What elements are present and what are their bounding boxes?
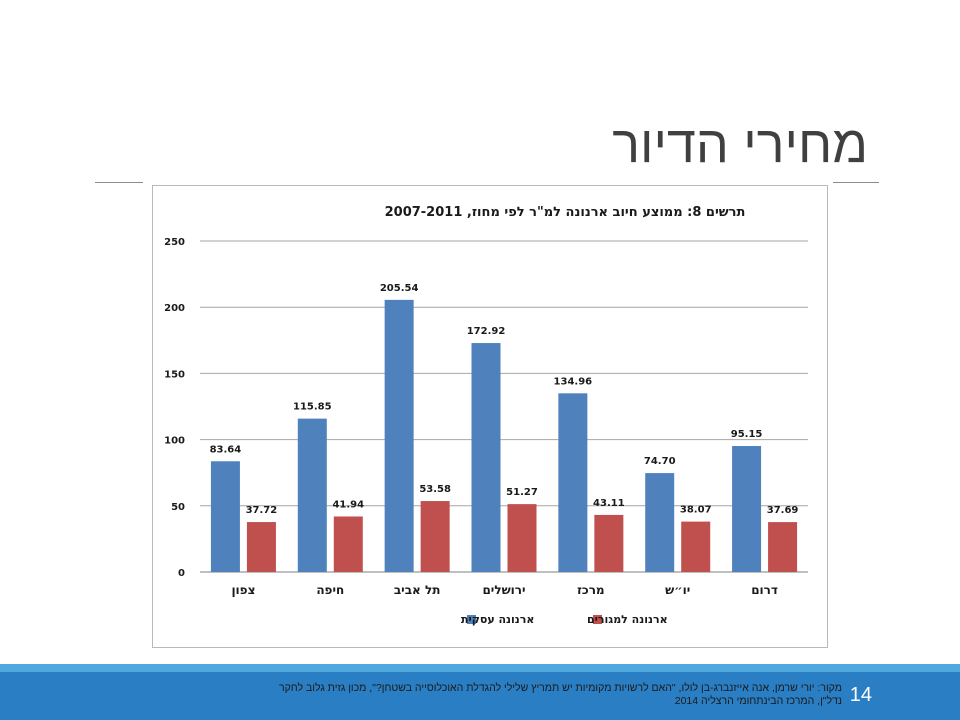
bar-residential <box>246 522 276 572</box>
source-line-1: מקור: יורי שרמן, אנה אייזנברג-בן לולו, "… <box>278 682 842 694</box>
bar-residential <box>420 501 450 572</box>
bar-business <box>471 343 501 572</box>
data-label: 41.94 <box>332 499 364 510</box>
bar-business <box>558 393 588 572</box>
title-divider-left <box>95 182 143 183</box>
source-line-2: נדל"ן, המרכז הבינתחומי הרצליה 2014 <box>674 695 842 707</box>
bar-residential <box>768 522 798 572</box>
x-tick-label: תל אביב <box>394 583 441 597</box>
data-label: 37.72 <box>246 505 278 516</box>
data-label: 95.15 <box>731 429 763 440</box>
footer-bar: מקור: יורי שרמן, אנה אייזנברג-בן לולו, "… <box>0 672 960 720</box>
chart-title: תרשים 8: ממוצע חיוב ארנונה למ"ר לפי מחוז… <box>385 205 746 220</box>
bar-business <box>384 299 414 572</box>
x-tick-label: דרום <box>751 583 778 597</box>
legend-swatch <box>593 615 602 624</box>
y-tick-label: 200 <box>164 303 185 314</box>
y-tick-label: 50 <box>171 502 185 513</box>
x-tick-label: יו״ש <box>665 583 690 597</box>
legend-label: ארנונה עסקית <box>461 613 534 626</box>
data-label: 205.54 <box>380 283 419 294</box>
footer-accent-strip <box>0 664 960 672</box>
data-label: 37.69 <box>767 505 799 516</box>
y-tick-label: 150 <box>164 369 185 380</box>
source-citation: מקור: יורי שרמן, אנה אייזנברג-בן לולו, "… <box>142 682 842 708</box>
data-label: 134.96 <box>554 376 593 387</box>
bar-business <box>210 461 240 572</box>
data-label: 172.92 <box>467 326 506 337</box>
bar-residential <box>333 516 363 572</box>
data-label: 83.64 <box>210 444 242 455</box>
bar-residential <box>594 514 624 572</box>
data-label: 43.11 <box>593 498 625 509</box>
x-tick-label: ירושלים <box>482 583 525 597</box>
slide-title: מחירי הדיור <box>612 116 868 174</box>
x-tick-label: חיפה <box>316 583 344 597</box>
page-number: 14 <box>849 684 872 706</box>
data-label: 115.85 <box>293 402 332 413</box>
x-tick-label: צפון <box>231 583 255 597</box>
chart-frame: תרשים 8: ממוצע חיוב ארנונה למ"ר לפי מחוז… <box>152 185 828 648</box>
data-label: 74.70 <box>644 456 676 467</box>
data-label: 51.27 <box>506 487 538 498</box>
x-tick-label: מרכז <box>577 583 605 597</box>
title-divider-right <box>833 182 879 183</box>
data-label: 53.58 <box>419 484 451 495</box>
bar-business <box>732 446 762 572</box>
y-tick-label: 250 <box>164 237 185 248</box>
legend-label: ארנונה למגורים <box>587 613 668 626</box>
legend-swatch <box>467 615 476 624</box>
y-tick-label: 0 <box>178 568 185 579</box>
data-label: 38.07 <box>680 505 712 516</box>
y-tick-label: 100 <box>164 436 185 447</box>
bar-residential <box>681 521 711 572</box>
bar-business <box>645 473 675 572</box>
bar-business <box>297 418 327 572</box>
bar-chart: תרשים 8: ממוצע חיוב ארנונה למ"ר לפי מחוז… <box>164 205 808 626</box>
bar-residential <box>507 504 537 572</box>
